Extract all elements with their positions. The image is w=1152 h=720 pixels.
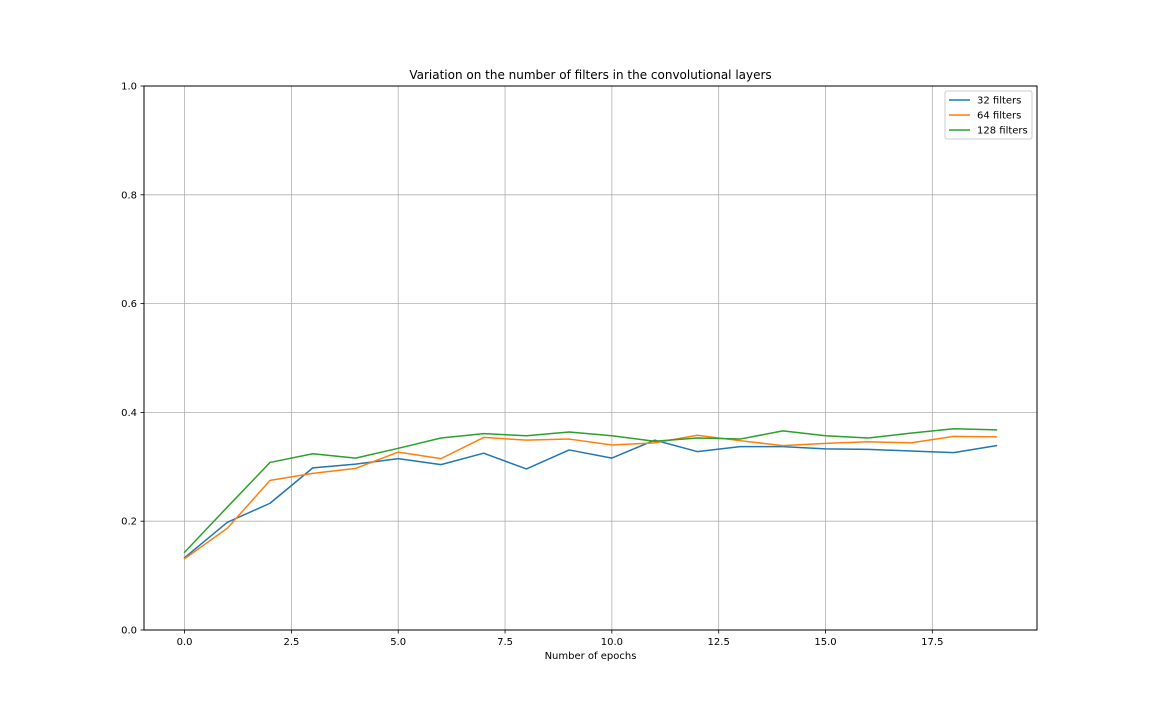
x-tick-label: 17.5 bbox=[921, 637, 943, 648]
legend-label-128-filters: 128 filters bbox=[977, 126, 1028, 137]
x-tick-label: 2.5 bbox=[283, 637, 299, 648]
x-tick-label: 5.0 bbox=[390, 637, 406, 648]
y-tick-label: 1.0 bbox=[121, 82, 137, 93]
legend-box bbox=[944, 90, 1033, 140]
axis-ticks: 0.0 2.5 5.0 7.5 10.0 12.5 15.0 17.5 0.0 0.2 0.4 0.6… bbox=[121, 82, 943, 649]
x-tick-label: 0.0 bbox=[177, 637, 193, 648]
y-tick-label: 0.4 bbox=[121, 408, 137, 419]
y-tick-label: 0.8 bbox=[121, 190, 137, 201]
x-tick-label: 10.0 bbox=[601, 637, 623, 648]
y-tick-label: 0.0 bbox=[121, 626, 137, 637]
x-tick-label: 12.5 bbox=[708, 637, 730, 648]
y-tick-label: 0.6 bbox=[121, 299, 137, 310]
legend: 32 filters 64 filters 128 filters bbox=[944, 90, 1033, 140]
series-lines bbox=[183, 427, 998, 560]
x-tick-label: 7.5 bbox=[497, 637, 513, 648]
plot-area-frame bbox=[143, 85, 1038, 631]
x-axis-label: Number of epochs bbox=[545, 651, 637, 662]
series-line-32-filters bbox=[183, 439, 998, 559]
series-line-128-filters bbox=[183, 427, 998, 554]
legend-label-64-filters: 64 filters bbox=[977, 111, 1021, 122]
series-line-64-filters bbox=[183, 434, 998, 560]
y-tick-label: 0.2 bbox=[121, 517, 137, 528]
legend-label-32-filters: 32 filters bbox=[977, 96, 1021, 107]
chart-title: Variation on the number of filters in th… bbox=[409, 68, 771, 82]
x-tick-label: 15.0 bbox=[814, 637, 836, 648]
